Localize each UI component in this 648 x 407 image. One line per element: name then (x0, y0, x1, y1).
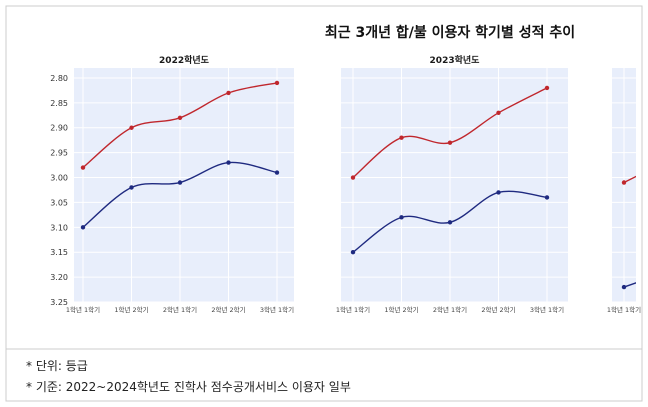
panel-1-series-0-point (447, 140, 453, 145)
panel-0-y-tick-label: 3.10 (50, 223, 68, 232)
panel-0-x-tick-label: 3학년 1학기 (260, 305, 294, 314)
unit-note: * 단위: 등급 (26, 359, 88, 373)
panel-1-title: 2023학년도 (430, 54, 481, 66)
panel-0-x-tick-label: 2학년 1학기 (163, 305, 197, 314)
panel-0-y-tick-label: 3.00 (50, 174, 68, 183)
panel-1-series-group (350, 85, 550, 255)
panel-0-title: 2022학년도 (159, 54, 210, 66)
panel-0-series-1-point (129, 185, 134, 190)
footnotes: * 단위: 등급 * 기준: 2022~2024학년도 진학사 점수공개서비스 … (26, 356, 351, 398)
panel-0-y-tick-label: 3.15 (50, 248, 68, 257)
panel-0-series-0-point (129, 125, 134, 130)
panel-1-series-0-point (544, 85, 550, 91)
panel-0-y-tick-label: 2.90 (50, 124, 68, 133)
panel-1-series-0-point (399, 135, 404, 140)
panel-1-series-1-point (399, 215, 404, 220)
panel-0-series-1-point (80, 225, 86, 230)
source-note: * 기준: 2022~2024학년도 진학사 점수공개서비스 이용자 일부 (26, 380, 351, 394)
panel-0: 2.80 2.85 2.90 2.95 3.00 3.05 3.10 3.15 3.20 3.25… (50, 54, 294, 314)
panel-1-x-tick-label: 1학년 2학기 (384, 305, 418, 314)
panel-0-y-tick-label: 3.25 (50, 298, 68, 307)
panel-2-series-1-point (621, 284, 627, 290)
panel-1-series-1-point (544, 195, 550, 200)
panel-0-series-1-point (274, 170, 280, 175)
panel-0-series-0-point (226, 90, 231, 96)
panel-0-series-group (80, 80, 280, 230)
panel-0-y-tick-label: 3.05 (50, 198, 68, 207)
panel-0-y-tick-label: 2.95 (50, 149, 68, 158)
panel-1-x-tick-label: 2학년 2학기 (481, 305, 515, 314)
panel-2-x-tick-label: 1학년 1학기 (607, 305, 641, 314)
panel-2: 1학년 1학기 (607, 68, 641, 314)
panel-1-plot-area (341, 68, 568, 302)
panel-2-series-1-line (623, 282, 636, 288)
panel-1-series-0-point (496, 110, 501, 116)
panel-0-x-tick-label: 1학년 1학기 (66, 305, 100, 314)
panel-0-x-tick-label: 2학년 2학기 (211, 305, 245, 314)
panel-0-series-1-point (226, 160, 231, 165)
panel-0-series-1-point (177, 180, 183, 185)
panel-1-series-1-point (447, 220, 453, 225)
panel-1: 2023학년도 1학년 1학기 1학년 2학기 2학년 1학기 2학년 2학기 3학년 1… (336, 54, 568, 314)
panel-1-series-1-point (350, 250, 356, 255)
panel-0-series-0-point (274, 80, 280, 86)
panel-0-plot-area (74, 68, 294, 302)
panel-0-y-tick-label: 2.85 (50, 99, 68, 108)
panel-1-series-1-point (496, 190, 501, 195)
panel-0-y-tick-label: 3.20 (50, 273, 68, 282)
panel-1-x-tick-label: 1학년 1학기 (336, 305, 370, 314)
panel-0-series-0-point (177, 115, 183, 120)
panel-0-y-tick-label: 2.80 (50, 74, 68, 83)
panel-1-series-0-point (350, 175, 356, 180)
panel-2-series-0-point (621, 180, 627, 185)
panel-2-series-0-line (623, 175, 636, 184)
panel-0-x-tick-label: 1학년 2학기 (114, 305, 148, 314)
panel-2-series-group (621, 175, 636, 290)
chart-main-title: 최근 3개년 합/불 이용자 학기별 성적 추이 (324, 25, 576, 41)
panel-0-series-0-point (80, 165, 86, 170)
panel-1-x-tick-label: 3학년 1학기 (530, 305, 564, 314)
panel-1-x-tick-label: 2학년 1학기 (433, 305, 467, 314)
